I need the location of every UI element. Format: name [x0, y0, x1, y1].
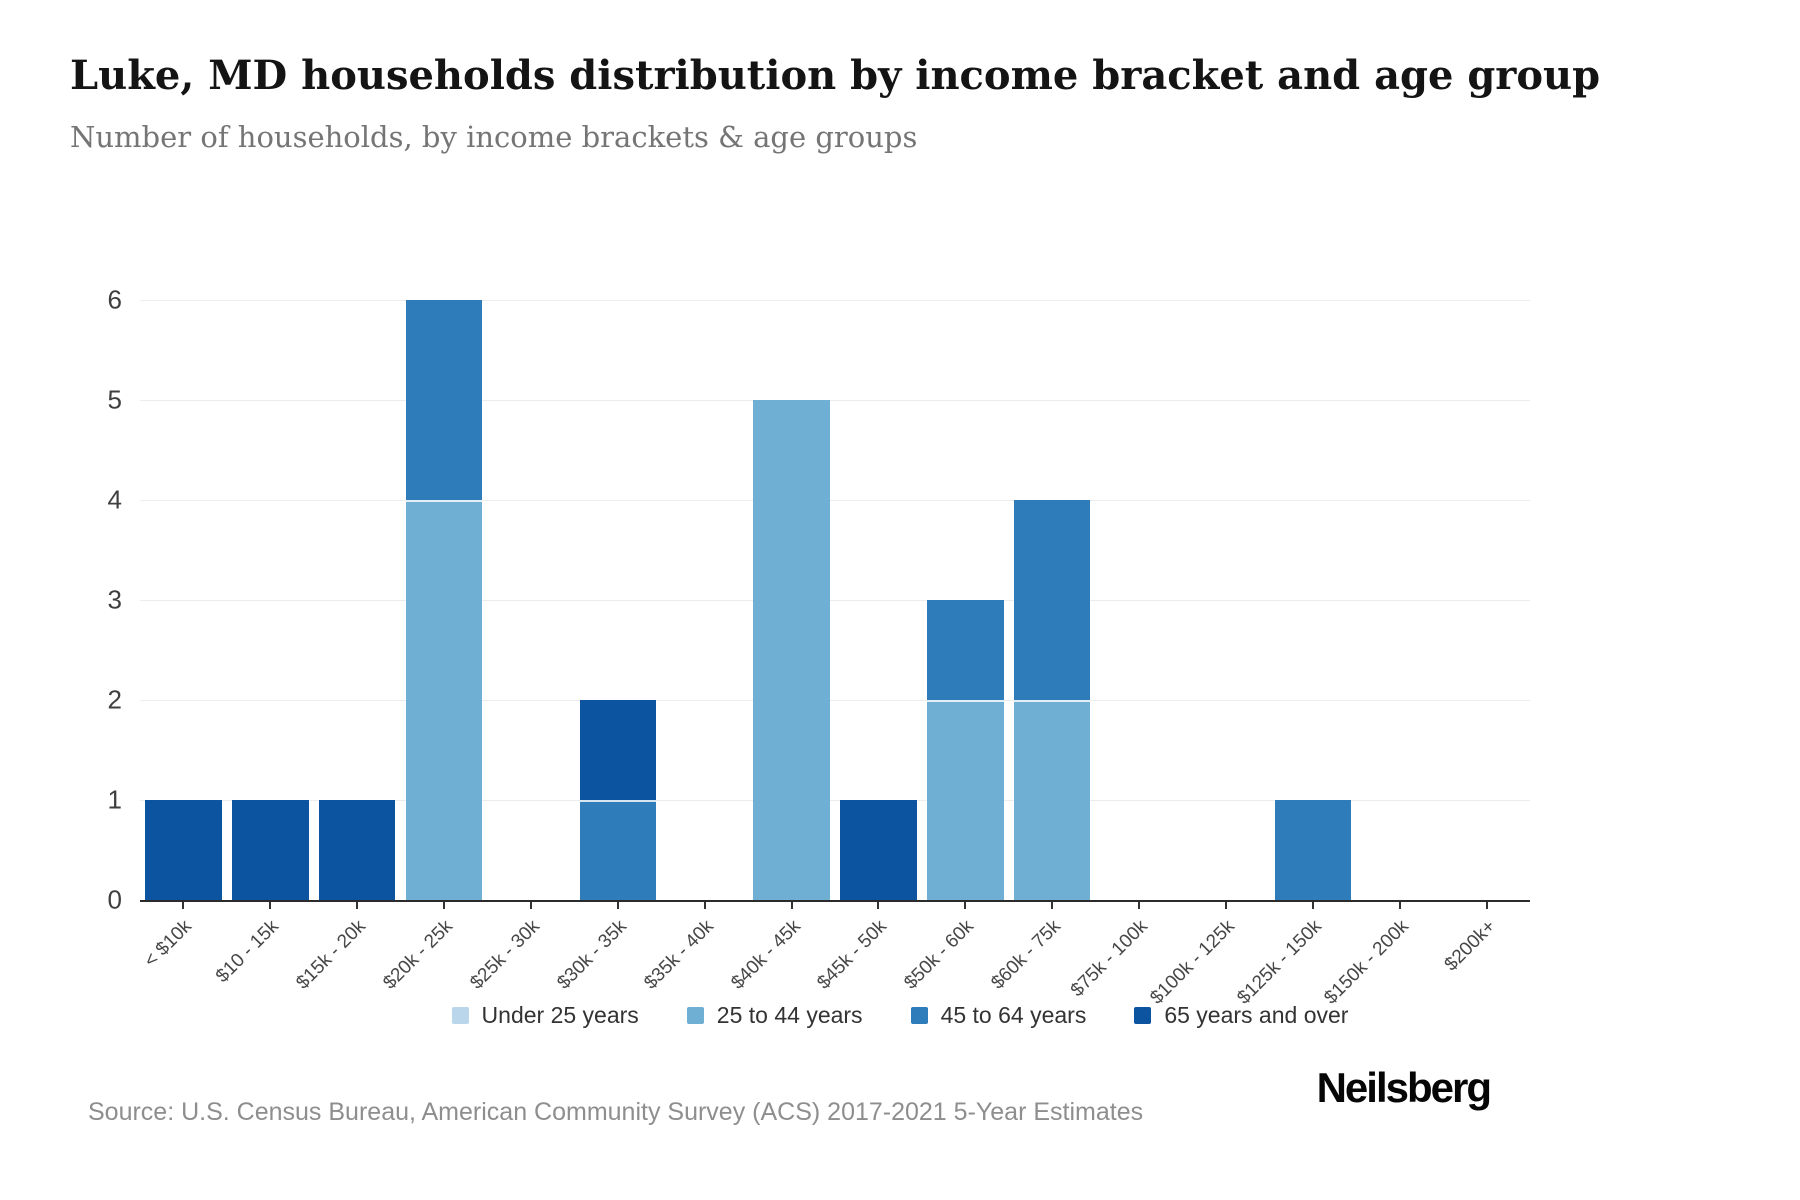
x-axis-tick — [790, 902, 793, 909]
x-axis-tick — [703, 902, 706, 909]
page-title: Luke, MD households distribution by inco… — [70, 52, 1601, 99]
bar-column: < $10k — [140, 300, 227, 972]
bar-segment[interactable] — [318, 800, 396, 900]
legend-label: Under 25 years — [481, 1002, 639, 1028]
x-axis-tick — [269, 902, 272, 909]
source-note: Source: U.S. Census Bureau, American Com… — [88, 1098, 1144, 1126]
y-axis-label: 0 — [107, 884, 122, 915]
y-axis: 0 1 2 3 4 5 6 — [60, 285, 122, 915]
bar-segment[interactable] — [579, 700, 657, 800]
x-axis-tick — [616, 902, 619, 909]
x-axis-label: $50k - 60k — [900, 916, 979, 994]
bar-segment[interactable] — [579, 800, 657, 900]
x-axis-tick — [1138, 902, 1141, 909]
bar-column: $200k+ — [1440, 300, 1530, 975]
gridline — [140, 500, 1530, 501]
x-axis-label: $20k - 25k — [379, 916, 457, 994]
x-axis-label: $125k - 150k — [1233, 916, 1326, 1009]
bar-segment[interactable] — [232, 800, 309, 900]
bar-column: $25k - 30k — [466, 300, 575, 994]
gridline — [140, 700, 1530, 701]
x-axis-label: $25k - 30k — [466, 916, 544, 994]
gridline — [140, 300, 1530, 301]
x-axis-label: < $10k — [140, 916, 197, 972]
y-axis-label: 3 — [107, 584, 122, 615]
y-axis-label: 4 — [107, 484, 122, 515]
bar-segment[interactable] — [840, 800, 917, 900]
x-axis-tick — [443, 902, 446, 909]
legend-item[interactable]: Under 25 years — [451, 1002, 639, 1029]
y-axis-label: 1 — [107, 784, 122, 815]
legend-label: 65 years and over — [1164, 1002, 1349, 1028]
gridline — [140, 600, 1530, 601]
bar-column: $35k - 40k — [640, 300, 748, 994]
bar-segment[interactable] — [1013, 700, 1091, 900]
bar-column: $100k - 125k — [1146, 300, 1270, 1009]
legend-swatch — [1134, 1007, 1152, 1024]
bar-column: $40k - 45k — [727, 300, 835, 994]
bar-segment[interactable] — [1274, 800, 1352, 900]
x-axis-label: $40k - 45k — [726, 916, 805, 994]
bar-segment[interactable] — [927, 600, 1004, 700]
y-axis-label: 2 — [107, 684, 122, 715]
bar-column: $20k - 25k — [379, 300, 488, 994]
x-axis-tick — [182, 902, 185, 909]
x-axis-tick — [1224, 902, 1227, 909]
bar-segment[interactable] — [405, 300, 483, 500]
x-axis-label: $75k - 100k — [1066, 916, 1152, 1002]
bar-segment[interactable] — [145, 800, 222, 900]
x-axis-tick — [1311, 902, 1314, 909]
gridline — [140, 400, 1530, 401]
legend-item[interactable]: 45 to 64 years — [910, 1002, 1087, 1029]
bar-column: $75k - 100k — [1067, 300, 1183, 1001]
bar-column: $15k - 20k — [292, 300, 401, 994]
legend-swatch — [451, 1007, 469, 1024]
x-axis-label: $15k - 20k — [292, 916, 371, 994]
legend-item[interactable]: 65 years and over — [1134, 1002, 1348, 1029]
x-axis-tick — [529, 902, 532, 909]
plot-area: < $10k $10 - 15k $15k - 20k $20k - 25k $25k … — [140, 300, 1530, 1009]
x-axis-label: $45k - 50k — [813, 916, 892, 994]
x-axis-label: $200k+ — [1440, 916, 1500, 976]
gridline — [140, 800, 1530, 801]
bar-column: $125k - 150k — [1233, 300, 1356, 1009]
bar-column: $10 - 15k — [212, 300, 314, 987]
legend-swatch — [686, 1007, 704, 1024]
x-axis-label: $60k - 75k — [987, 916, 1066, 994]
x-axis-label: $10 - 15k — [212, 916, 284, 987]
legend-item[interactable]: 25 to 44 years — [686, 1002, 863, 1029]
bar-segment[interactable] — [927, 700, 1004, 900]
bar-segment[interactable] — [405, 500, 483, 900]
bar-column: $60k - 75k — [987, 300, 1096, 994]
bar-column: $30k - 35k — [553, 300, 661, 994]
x-axis-label: $100k - 125k — [1146, 916, 1239, 1009]
y-axis-label: 5 — [107, 384, 122, 415]
x-axis-tick — [1051, 902, 1054, 909]
legend-swatch — [910, 1007, 928, 1024]
x-axis-label: $30k - 35k — [553, 916, 631, 994]
legend-label: 25 to 44 years — [716, 1002, 863, 1028]
legend-label: 45 to 64 years — [940, 1002, 1087, 1028]
bar-segment[interactable] — [753, 400, 830, 900]
x-axis-tick — [1398, 902, 1401, 909]
x-axis-label: $150k - 200k — [1320, 916, 1413, 1009]
legend: Under 25 years 25 to 44 years 45 to 64 yea… — [0, 1002, 1800, 1029]
bar-column: $50k - 60k — [901, 300, 1009, 994]
x-axis-label: $35k - 40k — [639, 916, 718, 994]
page-subtitle: Number of households, by income brackets… — [70, 120, 918, 154]
x-axis-tick — [1485, 902, 1488, 909]
bar-segment[interactable] — [1013, 500, 1091, 700]
x-axis-tick — [964, 902, 967, 909]
bar-column: $45k - 50k — [814, 300, 922, 994]
x-axis-tick — [356, 902, 359, 909]
x-axis-tick — [877, 902, 880, 909]
brand-logo: Neilsberg — [1316, 1064, 1492, 1111]
y-axis-label: 6 — [107, 284, 122, 315]
bar-column: $150k - 200k — [1320, 300, 1443, 1009]
bars-container: < $10k $10 - 15k $15k - 20k $20k - 25k $25k … — [140, 300, 1530, 1009]
